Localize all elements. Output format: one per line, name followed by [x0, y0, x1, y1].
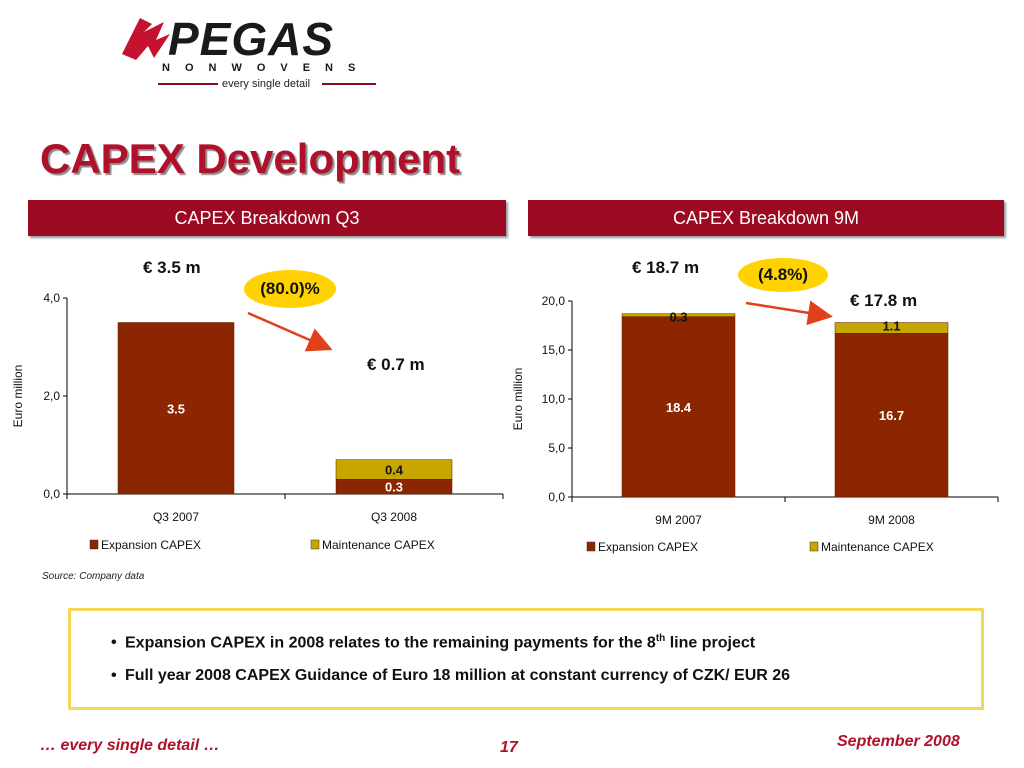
bullet-dot-icon: • [111, 667, 117, 684]
note-bullet-1-text: Expansion CAPEX in 2008 relates to the r… [125, 634, 656, 652]
y-tick-label: 0,0 [548, 490, 565, 504]
9m-decline-arrow [745, 300, 833, 326]
y-tick-label: 10,0 [542, 392, 566, 406]
legend-label: Maintenance CAPEX [322, 538, 435, 552]
data-label: 0.3 [669, 310, 687, 325]
y-tick-label: 20,0 [542, 294, 566, 308]
pegas-logo: PEGAS NONWOVENS every single detail [118, 10, 398, 90]
data-label: 1.1 [882, 319, 900, 334]
q3-decline-arrow [247, 311, 333, 352]
bar-expansion [834, 333, 949, 498]
data-label: 0.3 [385, 480, 403, 495]
data-label: 3.5 [167, 401, 185, 416]
note-bullet-1-superscript: th [655, 633, 666, 644]
q3-2007-total-label: € 3.5 m [143, 258, 201, 277]
section-header-q3: CAPEX Breakdown Q3 [28, 200, 506, 236]
logo-subtitle: NONWOVENS [162, 62, 371, 74]
bar-maintenance [621, 313, 736, 317]
legend-swatch-expansion [89, 539, 99, 550]
x-tick-label: 9M 2008 [868, 513, 915, 527]
legend-swatch-maintenance [310, 539, 320, 550]
chart-capex-9m: 0,0 5,0 10,0 15,0 20,0 Euro million 9M 2007 18.… [511, 294, 999, 554]
footer-date: September 2008 [837, 733, 960, 750]
note-bullet-1-tail: line project [665, 634, 756, 652]
y-tick-label: 2,0 [43, 389, 60, 403]
q3-2008-total-label: € 0.7 m [367, 355, 425, 374]
data-label: 18.4 [666, 400, 692, 415]
note-bullet-2-text: Full year 2008 CAPEX Guidance of Euro 18… [125, 667, 791, 684]
trend-arrows [247, 300, 833, 352]
logo-divider-right [322, 83, 376, 85]
x-tick-label: 9M 2007 [655, 513, 702, 527]
page-title: CAPEX Development [40, 135, 461, 182]
pegasus-icon [122, 18, 170, 60]
logo-wordmark: PEGAS [168, 13, 335, 65]
note-bullet-1: • Expansion CAPEX in 2008 relates to the … [111, 633, 755, 652]
y-tick-label: 4,0 [43, 291, 60, 305]
notes-box: • Expansion CAPEX in 2008 relates to the … [68, 608, 984, 710]
note-bullet-2: • Full year 2008 CAPEX Guidance of Euro 1… [111, 667, 790, 685]
y-axis-label: Euro million [11, 365, 25, 428]
logo-tagline: every single detail [222, 78, 311, 90]
logo-divider-left [158, 83, 218, 85]
legend-label: Expansion CAPEX [101, 538, 201, 552]
bar-maintenance [335, 459, 453, 480]
9m-change-bubble: (4.8%) [738, 258, 828, 292]
bullet-dot-icon: • [111, 634, 117, 652]
x-tick-label: Q3 2007 [153, 510, 199, 524]
chart-capex-q3: 0,0 2,0 4,0 Euro million Q3 2007 3.5 Q3 2008 0.… [11, 291, 504, 552]
section-header-9m: CAPEX Breakdown 9M [528, 200, 1004, 236]
bar-maintenance [834, 322, 949, 334]
page-number: 17 [500, 739, 518, 756]
legend-swatch-maintenance [809, 541, 819, 552]
legend-label: Maintenance CAPEX [821, 540, 934, 554]
source-note: Source: Company data [42, 571, 145, 582]
y-tick-label: 5,0 [548, 441, 565, 455]
data-label: 16.7 [879, 408, 904, 423]
bar-expansion [117, 322, 235, 495]
x-tick-label: Q3 2008 [371, 510, 417, 524]
legend-swatch-expansion [586, 541, 596, 552]
footer-tagline: … every single detail … [40, 737, 220, 754]
q3-change-bubble: (80.0)% [244, 270, 336, 308]
y-tick-label: 15,0 [542, 343, 566, 357]
y-tick-label: 0,0 [43, 487, 60, 501]
y-axis-label: Euro million [511, 368, 525, 431]
legend-label: Expansion CAPEX [598, 540, 698, 554]
9m-2008-total-label: € 17.8 m [850, 291, 918, 310]
9m-2007-total-label: € 18.7 m [632, 258, 700, 277]
data-label: 0.4 [385, 463, 404, 478]
